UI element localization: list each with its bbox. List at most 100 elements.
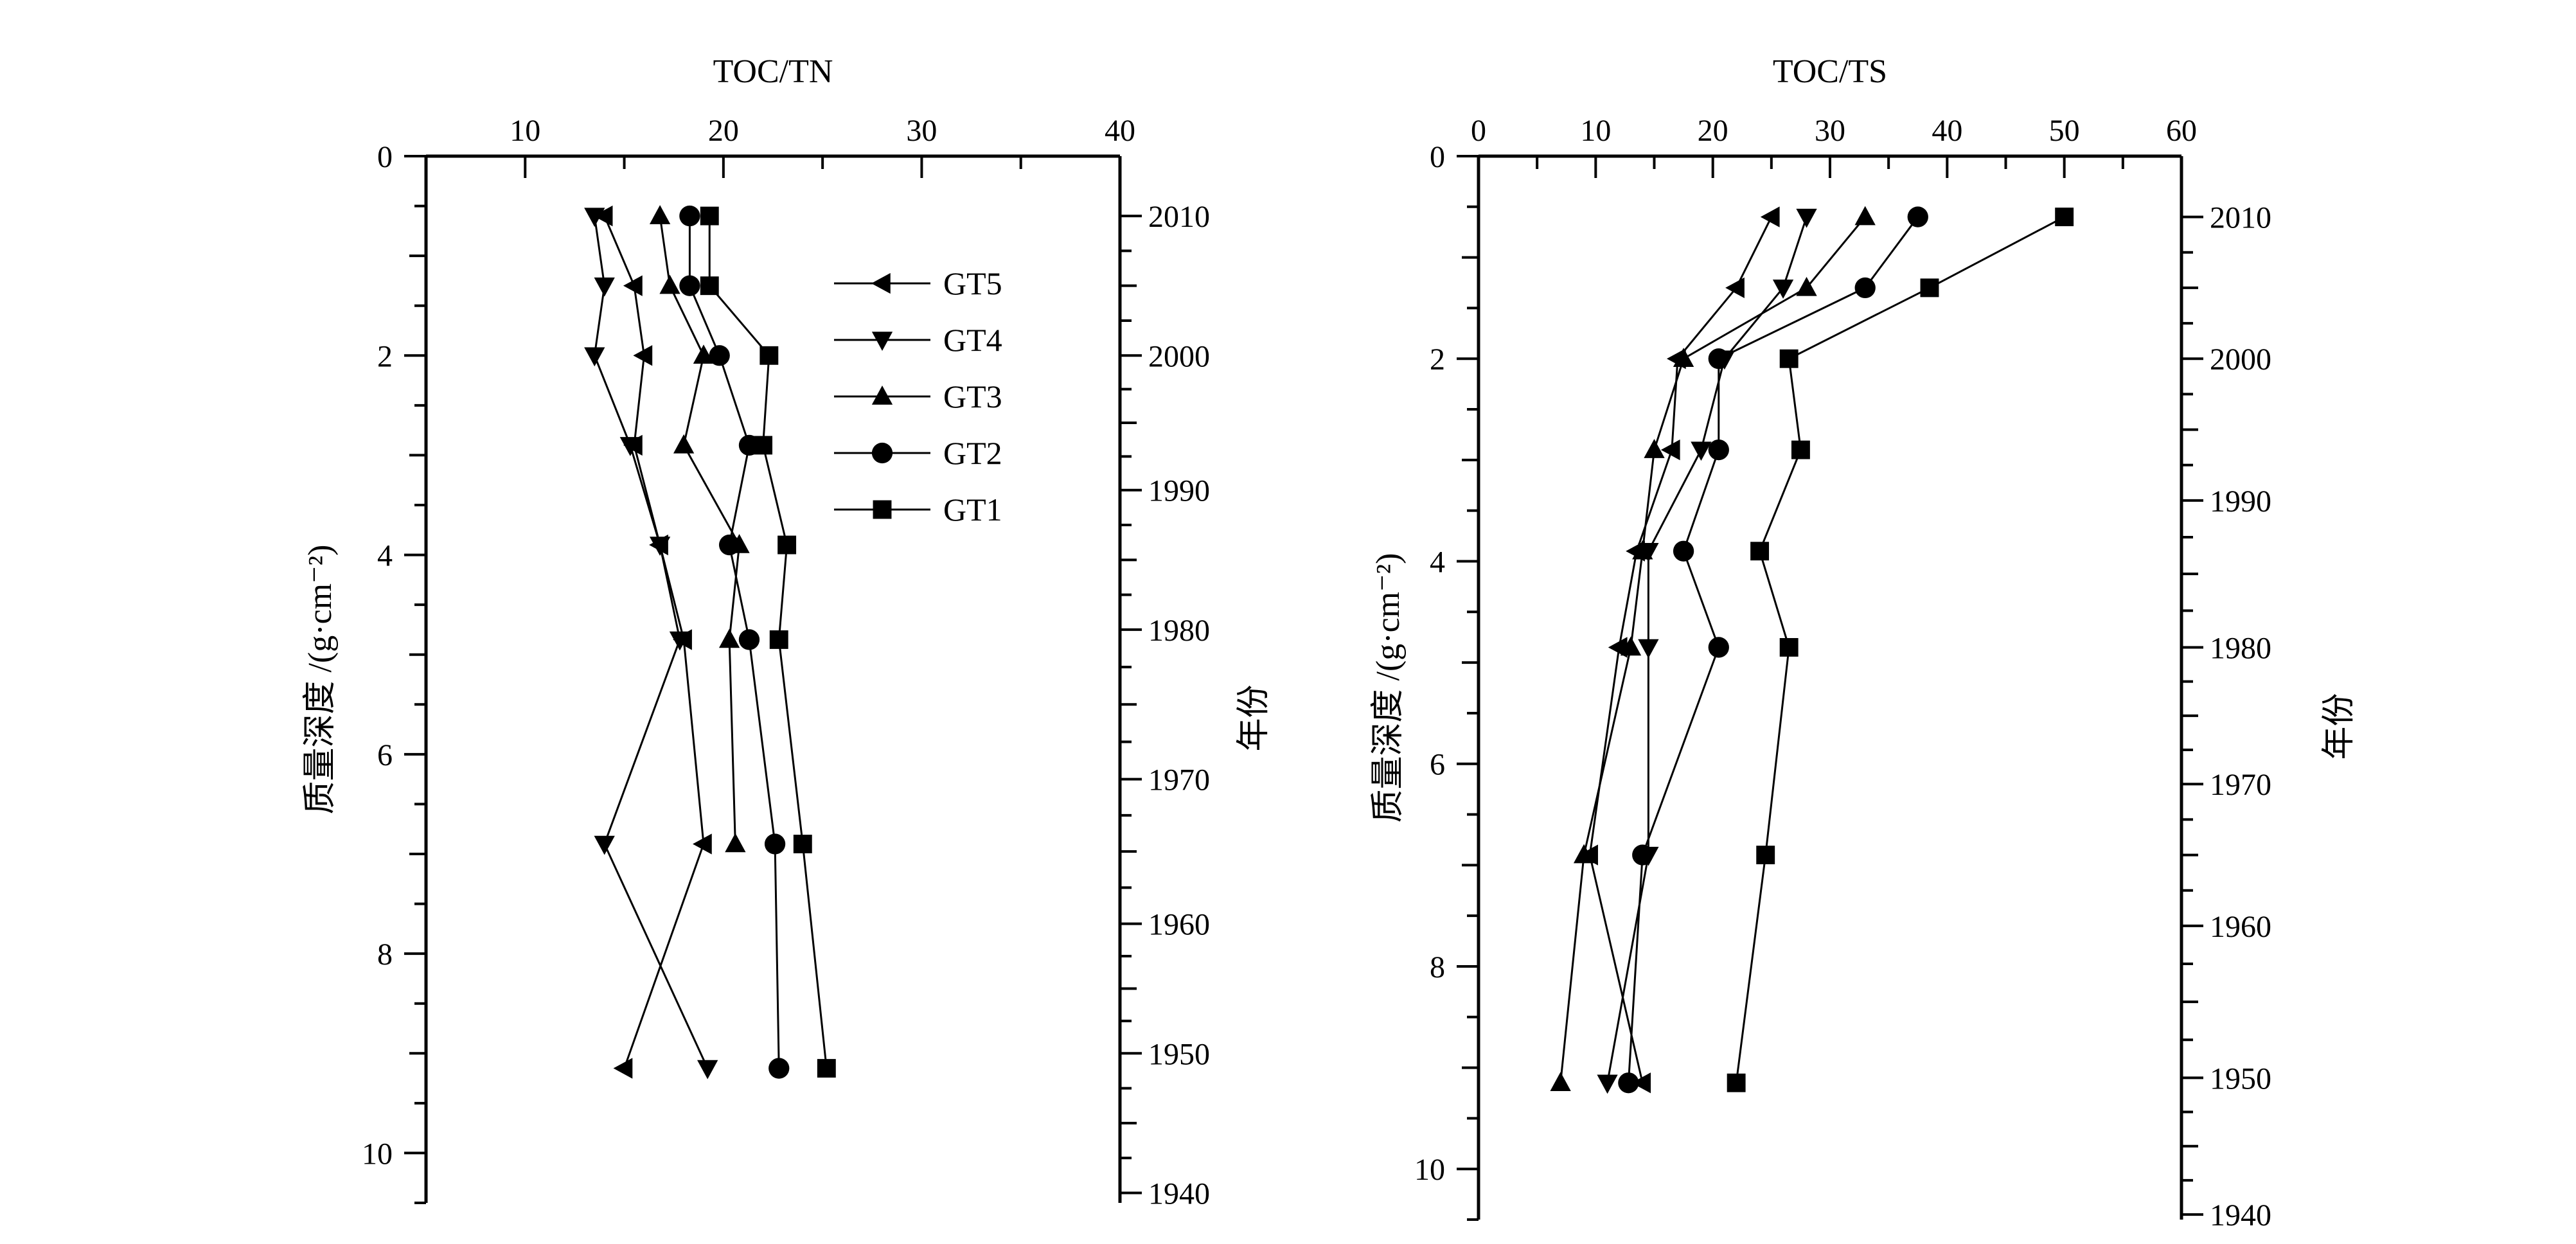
x-tick-label-30: 30 (1815, 114, 1845, 148)
series-line-gt5 (1588, 216, 1773, 1083)
x-tick-label-60: 60 (2166, 114, 2197, 148)
y2-tick-label-1970: 1970 (1148, 763, 1210, 797)
series-line-gt2 (1627, 216, 1919, 1083)
series-gt3 (1550, 206, 1876, 1091)
point-gt4-1 (594, 277, 615, 297)
series-gt4 (1597, 208, 1817, 1094)
legend-marker-gt3 (871, 386, 893, 405)
point-gt1-5 (1779, 638, 1799, 657)
point-gt2-0 (679, 205, 700, 227)
x-tick-label-20: 20 (1698, 114, 1728, 148)
point-gt1-4 (1750, 542, 1770, 561)
y2-tick-label-2000: 2000 (2210, 342, 2271, 377)
point-gt4-1 (1772, 280, 1794, 299)
x-axis-title: TOC/TN (713, 53, 833, 90)
point-gt4-6 (594, 835, 615, 855)
legend-marker-gt1 (873, 500, 892, 519)
point-gt4-3 (619, 437, 641, 456)
y2-tick-label-1940: 1940 (2210, 1198, 2271, 1232)
x-tick-label-40: 40 (1105, 114, 1135, 148)
y-axis-title: 质量深度 /(g·cm⁻²) (302, 545, 339, 815)
y2-tick-label-1990: 1990 (1148, 474, 1210, 508)
point-gt2-2 (709, 345, 730, 366)
x-tick-label-30: 30 (906, 114, 937, 148)
y2-tick-label-1940: 1940 (1148, 1177, 1210, 1211)
point-gt4-5 (1638, 639, 1659, 659)
point-gt2-4 (1673, 540, 1694, 562)
point-gt4-7 (1597, 1074, 1618, 1094)
point-gt3-1 (1796, 276, 1817, 296)
point-gt3-3 (1644, 439, 1665, 458)
point-gt5-0 (1760, 206, 1780, 227)
legend-marker-gt4 (871, 332, 893, 351)
point-gt3-2 (1673, 348, 1694, 367)
y-tick-label-0: 0 (377, 140, 393, 174)
series-gt3 (649, 205, 750, 853)
point-gt4-4 (649, 537, 671, 556)
point-gt4-2 (584, 347, 605, 367)
point-gt2-5 (1708, 637, 1729, 658)
legend-marker-gt2 (871, 442, 893, 464)
point-gt3-5 (1620, 636, 1642, 656)
point-gt1-2 (759, 346, 779, 365)
y2-tick-label-1960: 1960 (2210, 910, 2271, 944)
y-tick-label-10: 10 (362, 1137, 393, 1171)
point-gt3-4 (1632, 540, 1653, 560)
y2-tick-label-1950: 1950 (1148, 1037, 1210, 1071)
chart-toc-tn: TOC/TN 10 20 30 40 0 2 4 6 8 10 2010 2000 1990 1980 197… (302, 53, 1272, 1211)
legend-label-gt3: GT3 (943, 378, 1002, 414)
point-gt2-2 (1708, 348, 1729, 369)
point-gt2-5 (738, 629, 760, 650)
legend-item-gt4: GT4 (834, 322, 1002, 358)
y-tick-label-2: 2 (1430, 342, 1445, 377)
series-line-gt1 (1735, 216, 2065, 1083)
series-gt5 (1579, 206, 1780, 1094)
x-tick-label-50: 50 (2049, 114, 2080, 148)
point-gt1-1 (700, 276, 719, 296)
legend-item-gt5: GT5 (834, 265, 1002, 301)
point-gt5-0 (593, 205, 613, 227)
y-tick-label-10: 10 (1414, 1153, 1445, 1187)
y-tick-label-4: 4 (377, 539, 393, 573)
point-gt3-3 (673, 434, 695, 454)
y-tick-label-2: 2 (377, 339, 393, 373)
point-gt1-7 (1727, 1073, 1746, 1092)
legend-item-gt3: GT3 (834, 378, 1002, 414)
series-gt2 (1618, 206, 1928, 1094)
point-gt1-6 (793, 835, 812, 853)
series-gt1 (1727, 208, 2074, 1092)
y2-tick-label-1980: 1980 (1148, 614, 1210, 648)
point-gt3-0 (1854, 206, 1876, 226)
point-gt2-4 (718, 534, 740, 556)
y-tick-label-8: 8 (1430, 950, 1445, 984)
point-gt1-1 (1920, 278, 1939, 298)
point-gt5-3 (1660, 439, 1680, 461)
legend-label-gt4: GT4 (943, 322, 1002, 358)
x-axis-title: TOC/TS (1773, 53, 1887, 90)
y2-tick-label-2010: 2010 (1148, 200, 1210, 234)
point-gt3-5 (718, 628, 740, 648)
y2-axis-title: 年份 (2321, 693, 2358, 760)
point-gt2-7 (1618, 1072, 1639, 1094)
series-line-gt4 (1606, 217, 1808, 1083)
point-gt5-2 (633, 345, 653, 366)
legend-label-gt5: GT5 (943, 265, 1002, 301)
chart-toc-ts: TOC/TS 0 10 20 30 40 50 60 0 2 4 6 8 10 2010 2000 1990 19… (1370, 53, 2358, 1232)
y-tick-label-8: 8 (377, 937, 393, 972)
legend-marker-gt5 (871, 272, 891, 294)
point-gt3-6 (725, 833, 746, 853)
point-gt2-6 (764, 833, 786, 855)
point-gt2-7 (768, 1058, 790, 1079)
series-line-gt5 (603, 215, 705, 1069)
legend-label-gt2: GT2 (943, 435, 1002, 471)
point-gt4-0 (584, 208, 605, 227)
point-gt1-0 (700, 206, 719, 226)
legend-item-gt1: GT1 (834, 492, 1002, 528)
point-gt2-1 (1854, 277, 1876, 299)
y-tick-label-6: 6 (377, 738, 393, 772)
point-gt2-0 (1907, 206, 1928, 227)
series-gt1 (700, 206, 836, 1078)
point-gt1-2 (1779, 349, 1799, 368)
point-gt1-5 (769, 630, 788, 649)
